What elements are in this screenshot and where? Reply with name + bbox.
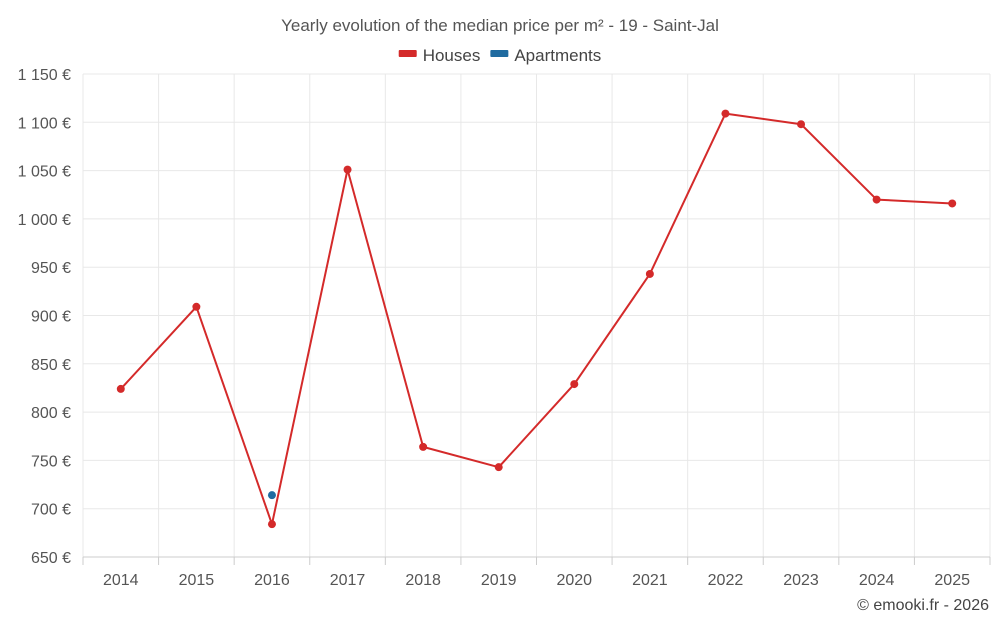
y-tick-label: 950 € xyxy=(31,260,71,277)
x-tick-label: 2023 xyxy=(783,572,819,589)
y-tick-label: 700 € xyxy=(31,502,71,519)
legend-item-apartments[interactable]: Apartments xyxy=(490,46,601,65)
legend-item-houses[interactable]: Houses xyxy=(398,46,481,65)
legend-swatch xyxy=(398,50,417,57)
plot-area xyxy=(116,109,957,529)
data-point[interactable] xyxy=(343,165,352,174)
x-axis: 2014 2015 2016 2017 2018 2019 2020 2021 2022 2023… xyxy=(82,556,991,589)
x-tick-label: 2024 xyxy=(859,572,895,589)
x-tick-label: 2020 xyxy=(556,572,592,589)
data-point[interactable] xyxy=(116,384,125,393)
y-tick-label: 900 € xyxy=(31,309,71,326)
y-tick-label: 1 150 € xyxy=(18,67,71,84)
data-point[interactable] xyxy=(267,491,276,500)
y-tick-label: 1 050 € xyxy=(18,164,71,181)
credit-text: © emooki.fr - 2026 xyxy=(857,597,989,614)
x-tick-label: 2014 xyxy=(103,572,139,589)
x-tick-label: 2017 xyxy=(330,572,366,589)
data-point[interactable] xyxy=(267,520,276,529)
y-tick-label: 850 € xyxy=(31,357,71,374)
legend-swatch xyxy=(490,50,509,57)
x-tick-label: 2019 xyxy=(481,572,517,589)
y-tick-label: 650 € xyxy=(31,550,71,567)
series-houses xyxy=(116,109,957,529)
x-tick-label: 2021 xyxy=(632,572,668,589)
y-tick-label: 800 € xyxy=(31,405,71,422)
data-point[interactable] xyxy=(494,463,503,472)
y-tick-label: 1 000 € xyxy=(18,212,71,229)
series-apartments xyxy=(267,491,276,500)
y-tick-label: 1 100 € xyxy=(18,115,71,132)
series-line xyxy=(120,112,953,526)
chart-title: Yearly evolution of the median price per… xyxy=(281,16,719,35)
x-tick-label: 2018 xyxy=(405,572,441,589)
data-point[interactable] xyxy=(721,109,730,118)
x-tick-label: 2015 xyxy=(179,572,215,589)
data-point[interactable] xyxy=(948,199,957,208)
data-point[interactable] xyxy=(872,195,881,204)
legend: Houses Apartments xyxy=(398,46,601,65)
x-tick-label: 2025 xyxy=(934,572,970,589)
y-axis: 650 € 700 € 750 € 800 € 850 € 900 € 950 € 1 000… xyxy=(18,67,71,567)
x-tick-label: 2016 xyxy=(254,572,290,589)
x-tick-label: 2022 xyxy=(708,572,744,589)
y-tick-label: 750 € xyxy=(31,453,71,470)
data-point[interactable] xyxy=(645,269,654,278)
data-point[interactable] xyxy=(570,380,579,389)
data-point[interactable] xyxy=(192,302,201,311)
legend-label: Houses xyxy=(423,46,481,65)
legend-label: Apartments xyxy=(514,46,601,65)
data-point[interactable] xyxy=(797,120,806,129)
data-point[interactable] xyxy=(419,442,428,451)
grid xyxy=(82,73,991,558)
